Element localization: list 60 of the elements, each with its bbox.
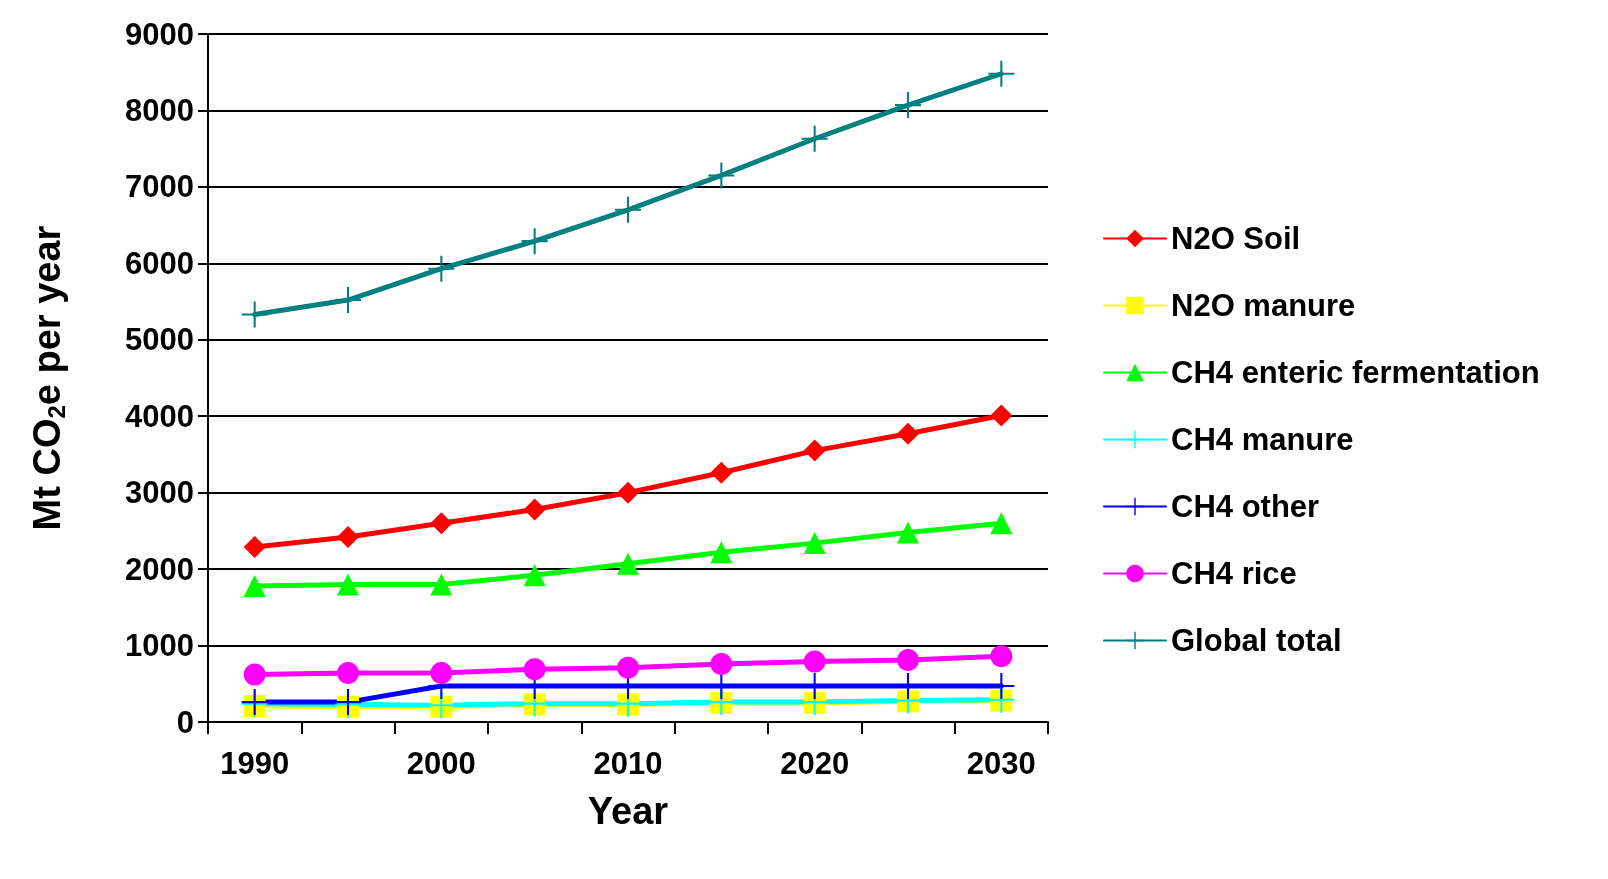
x-tick-label: 2030 — [966, 746, 1036, 781]
y-tick-label: 2000 — [125, 551, 194, 587]
point — [895, 92, 921, 119]
legend-label: CH4 other — [1171, 489, 1320, 524]
point — [990, 512, 1013, 535]
point — [710, 461, 733, 484]
point — [803, 650, 826, 673]
point — [897, 422, 919, 445]
point — [708, 162, 735, 189]
y-tick-label: 3000 — [125, 475, 194, 511]
point — [617, 656, 639, 679]
point — [430, 662, 453, 685]
x-axis-title: Year — [587, 790, 669, 832]
point — [243, 663, 266, 686]
legend-label: N2O Soil — [1171, 221, 1301, 256]
point — [615, 196, 641, 223]
point — [803, 439, 826, 462]
point — [990, 404, 1013, 427]
legend-label: CH4 manure — [1171, 422, 1354, 457]
y-axis-title: Mt CO2e per year — [26, 225, 70, 531]
y-tick-label: 1000 — [125, 628, 194, 664]
y-tick-label: 4000 — [125, 398, 194, 434]
point — [243, 574, 266, 597]
point — [428, 255, 455, 282]
point — [337, 573, 359, 596]
legend-label: CH4 rice — [1171, 556, 1297, 591]
point — [335, 287, 361, 314]
point — [710, 541, 733, 564]
point — [897, 649, 919, 672]
y-tick-label: 8000 — [125, 92, 194, 128]
point — [521, 228, 548, 255]
point — [617, 481, 639, 504]
x-tick-label: 2020 — [780, 746, 850, 781]
y-tick-label: 6000 — [125, 245, 194, 281]
y-tick-label: 9000 — [125, 16, 194, 52]
point — [523, 498, 546, 521]
x-tick-label: 2000 — [406, 746, 476, 781]
point — [241, 301, 268, 328]
legend-label: Global total — [1171, 623, 1342, 658]
point — [430, 512, 453, 535]
x-tick-label: 2010 — [593, 746, 663, 781]
x-tick-label: 1990 — [220, 746, 290, 781]
legend-label: N2O manure — [1171, 288, 1356, 323]
point — [710, 652, 733, 675]
point — [988, 60, 1015, 87]
point — [803, 532, 826, 555]
point — [337, 526, 359, 548]
y-tick-label: 0 — [176, 704, 194, 740]
point — [801, 125, 828, 152]
point — [523, 564, 546, 587]
point — [430, 573, 453, 596]
point — [617, 552, 639, 575]
y-tick-label: 5000 — [125, 322, 194, 358]
y-tick-label: 7000 — [125, 169, 194, 205]
legend-label: CH4 enteric fermentation — [1171, 355, 1540, 390]
point — [990, 645, 1013, 668]
point — [243, 535, 266, 558]
point — [523, 658, 546, 681]
point — [337, 662, 359, 685]
point — [897, 521, 919, 544]
